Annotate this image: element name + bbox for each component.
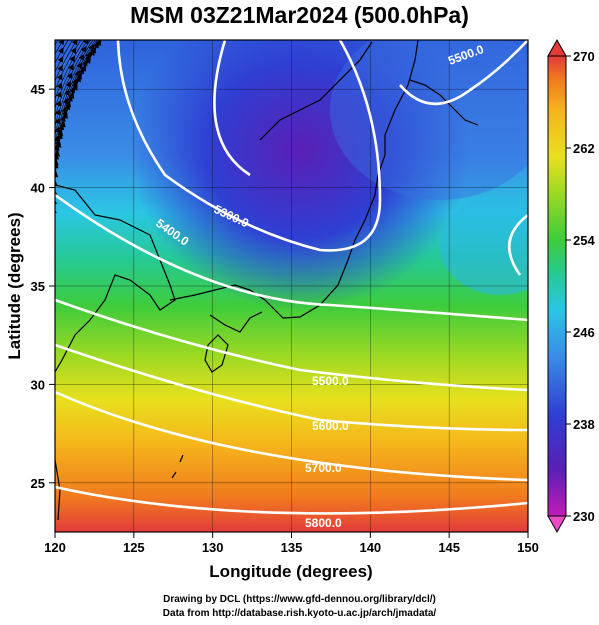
chart-title: MSM 03Z21Mar2024 (500.0hPa)	[130, 2, 469, 28]
streamline-arrow	[76, 62, 82, 69]
streamline-arrow	[69, 55, 75, 63]
x-tick-label: 150	[517, 540, 539, 555]
streamline-arrow	[55, 180, 58, 187]
contour-5500-ne	[399, 40, 528, 106]
height-contours	[55, 40, 528, 515]
x-tick-label: 125	[123, 540, 145, 555]
streamline-arrow	[62, 97, 69, 105]
streamline-arrow	[55, 159, 59, 166]
colorbar: 270 262 254 246 238 230	[547, 38, 595, 534]
streamline	[55, 40, 101, 216]
streamline-arrow	[58, 47, 64, 54]
streamline-arrow	[55, 108, 62, 116]
x-tick-label: 135	[281, 540, 303, 555]
streamline-arrow	[72, 81, 78, 88]
streamline	[55, 40, 85, 100]
y-axis: 25 30 35 40 45	[31, 82, 55, 491]
colorbar-min-arrow	[547, 515, 567, 534]
contour-5300	[213, 40, 251, 177]
x-tick-label: 120	[44, 540, 66, 555]
streamline-arrow	[55, 99, 62, 107]
streamline-arrow	[57, 56, 64, 63]
streamline-arrow	[66, 72, 73, 79]
contour-5500-north	[55, 193, 528, 322]
colorbar-tick-label: 254	[573, 233, 595, 248]
streamline-arrow	[56, 91, 62, 98]
x-axis-label: Longitude (degrees)	[209, 562, 372, 581]
streamline-arrow	[61, 109, 68, 116]
streamline-arrow	[78, 54, 85, 61]
y-axis-label: Latitude (degrees)	[5, 212, 24, 359]
colorbar-tick-label: 262	[573, 141, 595, 156]
y-tick-label: 45	[31, 82, 45, 97]
streamline-arrow	[85, 54, 91, 62]
contour-5800	[55, 485, 528, 515]
streamline-arrow	[55, 189, 58, 196]
y-tick-label: 25	[31, 476, 45, 491]
footer-credit-data: Data from http://database.rish.kyoto-u.a…	[162, 608, 437, 619]
streamline-arrow	[70, 47, 77, 54]
colorbar-tick-label: 246	[573, 325, 595, 340]
y-tick-label: 35	[31, 279, 45, 294]
footer-credit-dcl: Drawing by DCL (https://www.gfd-dennou.o…	[163, 594, 436, 605]
colorbar-tick-label: 230	[573, 509, 595, 524]
streamline-arrow	[55, 138, 61, 145]
contour-label-5500: 5500.0	[312, 374, 349, 388]
streamline	[55, 40, 73, 73]
colorbar-tick-label: 238	[573, 417, 595, 432]
contour-5500-e	[507, 213, 528, 276]
streamline-arrow	[57, 64, 63, 72]
streamline	[55, 40, 78, 82]
streamline-arrow	[83, 40, 89, 45]
streamline-arrow	[56, 73, 63, 81]
streamline-arrow	[55, 168, 58, 175]
streamline-arrow	[55, 117, 61, 125]
y-tick-label: 40	[31, 181, 45, 196]
colorbar-ramp	[547, 55, 567, 517]
streamline-arrow	[65, 80, 72, 88]
streamline-arrow	[56, 82, 63, 89]
y-tick-label: 30	[31, 377, 45, 392]
streamline-arrow	[59, 120, 66, 128]
x-axis: 120 125 130 135 140 145 150	[44, 532, 539, 555]
streamline	[55, 40, 102, 207]
contour-label-5800: 5800.0	[305, 516, 342, 530]
contour-label-5700: 5700.0	[305, 461, 342, 475]
x-tick-label: 145	[438, 540, 460, 555]
contour-5500-south	[55, 298, 528, 392]
streamline-arrow	[64, 89, 70, 96]
contour-5600	[55, 343, 528, 432]
colorbar-tick-label: 270	[573, 49, 595, 64]
streamline-arrow	[80, 46, 87, 53]
contour-label-5600: 5600.0	[312, 419, 349, 433]
x-tick-label: 140	[359, 540, 381, 555]
contour-5700	[55, 390, 528, 482]
x-tick-label: 130	[202, 540, 224, 555]
contour-5400	[116, 40, 382, 252]
streamline-arrow	[68, 63, 74, 71]
colorbar-max-arrow	[547, 38, 567, 57]
